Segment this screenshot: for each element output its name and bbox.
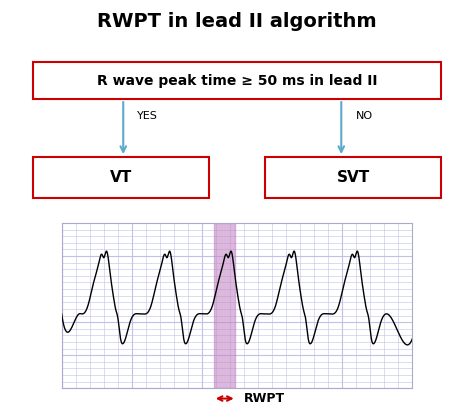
FancyBboxPatch shape xyxy=(33,157,209,198)
Text: R wave peak time ≥ 50 ms in lead II: R wave peak time ≥ 50 ms in lead II xyxy=(97,74,377,88)
Bar xyxy=(214,223,235,388)
FancyBboxPatch shape xyxy=(265,157,441,198)
Text: RWPT in lead II algorithm: RWPT in lead II algorithm xyxy=(97,12,377,31)
Text: VT: VT xyxy=(110,170,132,185)
Text: NO: NO xyxy=(356,111,373,121)
Text: YES: YES xyxy=(137,111,158,121)
Text: RWPT: RWPT xyxy=(244,392,285,405)
FancyBboxPatch shape xyxy=(33,62,441,99)
Text: SVT: SVT xyxy=(337,170,370,185)
